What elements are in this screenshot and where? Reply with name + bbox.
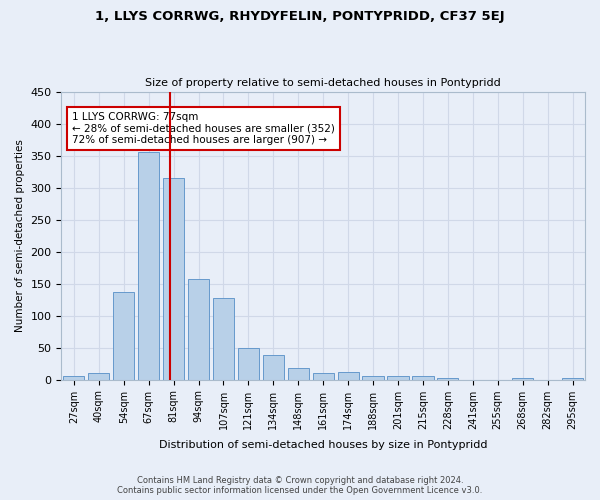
Y-axis label: Number of semi-detached properties: Number of semi-detached properties <box>15 139 25 332</box>
Bar <box>562 378 583 380</box>
Bar <box>388 376 409 380</box>
Title: Size of property relative to semi-detached houses in Pontypridd: Size of property relative to semi-detach… <box>145 78 501 88</box>
Bar <box>188 278 209 380</box>
Bar <box>113 292 134 380</box>
Bar <box>362 376 383 380</box>
Bar <box>512 378 533 380</box>
Bar <box>313 374 334 380</box>
Bar <box>412 376 434 380</box>
Bar <box>163 178 184 380</box>
Bar <box>63 376 85 380</box>
Bar <box>138 152 159 380</box>
Bar <box>88 374 109 380</box>
Bar <box>238 348 259 380</box>
Text: Contains HM Land Registry data © Crown copyright and database right 2024.
Contai: Contains HM Land Registry data © Crown c… <box>118 476 482 495</box>
Bar <box>213 298 234 380</box>
Bar <box>263 356 284 380</box>
Bar <box>338 372 359 380</box>
Text: 1 LLYS CORRWG: 77sqm
← 28% of semi-detached houses are smaller (352)
72% of semi: 1 LLYS CORRWG: 77sqm ← 28% of semi-detac… <box>72 112 335 145</box>
X-axis label: Distribution of semi-detached houses by size in Pontypridd: Distribution of semi-detached houses by … <box>159 440 487 450</box>
Bar <box>437 378 458 380</box>
Text: 1, LLYS CORRWG, RHYDYFELIN, PONTYPRIDD, CF37 5EJ: 1, LLYS CORRWG, RHYDYFELIN, PONTYPRIDD, … <box>95 10 505 23</box>
Bar <box>287 368 309 380</box>
